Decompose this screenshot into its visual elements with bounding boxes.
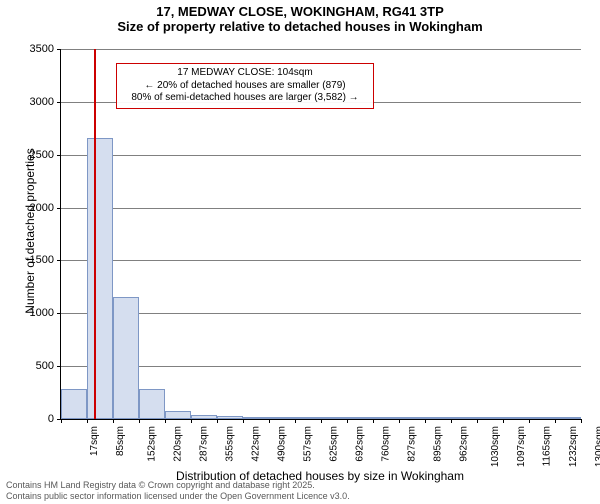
xtick-label: 355sqm — [225, 426, 236, 462]
xtick-mark — [425, 419, 426, 423]
xtick-label: 1232sqm — [568, 426, 579, 467]
property-marker-line — [94, 49, 96, 419]
gridline — [61, 260, 581, 261]
xtick-mark — [269, 419, 270, 423]
ytick-label: 0 — [14, 413, 54, 425]
xtick-label: 692sqm — [355, 426, 366, 462]
xtick-mark — [373, 419, 374, 423]
xtick-mark — [529, 419, 530, 423]
histogram-bar — [191, 415, 217, 419]
histogram-bar — [555, 417, 581, 419]
xtick-mark — [477, 419, 478, 423]
annotation-line2: ← 20% of detached houses are smaller (87… — [123, 80, 367, 93]
gridline — [61, 208, 581, 209]
histogram-bar — [503, 417, 529, 419]
xtick-mark — [581, 419, 582, 423]
gridline — [61, 366, 581, 367]
ytick-mark — [57, 208, 61, 209]
xtick-label: 827sqm — [407, 426, 418, 462]
histogram-bar — [295, 417, 321, 419]
histogram-bar — [87, 138, 113, 419]
xtick-label: 1097sqm — [516, 426, 527, 467]
xtick-mark — [243, 419, 244, 423]
ytick-label: 500 — [14, 360, 54, 372]
histogram-bar — [165, 411, 191, 419]
histogram-bar — [269, 417, 295, 419]
histogram-bar — [321, 417, 347, 419]
xtick-mark — [503, 419, 504, 423]
xtick-label: 962sqm — [459, 426, 470, 462]
histogram-bar — [61, 389, 87, 419]
ytick-mark — [57, 313, 61, 314]
xtick-mark — [347, 419, 348, 423]
xtick-label: 760sqm — [381, 426, 392, 462]
ytick-mark — [57, 260, 61, 261]
xtick-mark — [165, 419, 166, 423]
ytick-label: 3500 — [14, 43, 54, 55]
chart-title-main: 17, MEDWAY CLOSE, WOKINGHAM, RG41 3TP — [0, 4, 600, 19]
xtick-label: 895sqm — [433, 426, 444, 462]
xtick-mark — [191, 419, 192, 423]
annotation-box: 17 MEDWAY CLOSE: 104sqm← 20% of detached… — [116, 63, 374, 109]
histogram-bar — [451, 417, 477, 419]
xtick-label: 1300sqm — [594, 426, 600, 467]
gridline — [61, 313, 581, 314]
xtick-mark — [61, 419, 62, 423]
footer-line2: Contains public sector information licen… — [6, 491, 350, 502]
histogram-bar — [425, 417, 451, 419]
xtick-mark — [113, 419, 114, 423]
histogram-bar — [347, 417, 373, 419]
histogram-bar — [529, 417, 555, 419]
ytick-label: 3000 — [14, 96, 54, 108]
footer-line1: Contains HM Land Registry data © Crown c… — [6, 480, 350, 491]
chart-area: 050010001500200025003000350017sqm85sqm15… — [60, 49, 580, 419]
ytick-mark — [57, 155, 61, 156]
histogram-bar — [113, 297, 139, 419]
xtick-mark — [451, 419, 452, 423]
chart-title-sub: Size of property relative to detached ho… — [0, 19, 600, 34]
histogram-bar — [373, 417, 399, 419]
xtick-label: 85sqm — [115, 426, 126, 456]
annotation-line3: 80% of semi-detached houses are larger (… — [123, 92, 367, 105]
gridline — [61, 49, 581, 50]
histogram-bar — [399, 417, 425, 419]
xtick-mark — [399, 419, 400, 423]
ytick-mark — [57, 49, 61, 50]
histogram-bar — [477, 417, 503, 419]
plot-region: 050010001500200025003000350017sqm85sqm15… — [60, 49, 581, 420]
ytick-mark — [57, 366, 61, 367]
xtick-mark — [555, 419, 556, 423]
xtick-label: 422sqm — [251, 426, 262, 462]
gridline — [61, 155, 581, 156]
xtick-mark — [295, 419, 296, 423]
y-axis-label: Number of detached properties — [23, 131, 37, 331]
annotation-line1: 17 MEDWAY CLOSE: 104sqm — [123, 67, 367, 80]
histogram-bar — [139, 389, 165, 419]
xtick-label: 490sqm — [277, 426, 288, 462]
xtick-label: 625sqm — [329, 426, 340, 462]
xtick-mark — [321, 419, 322, 423]
xtick-mark — [87, 419, 88, 423]
footer-attribution: Contains HM Land Registry data © Crown c… — [6, 480, 350, 502]
xtick-label: 287sqm — [199, 426, 210, 462]
histogram-bar — [243, 417, 269, 419]
xtick-label: 17sqm — [89, 426, 100, 456]
xtick-mark — [139, 419, 140, 423]
xtick-label: 1165sqm — [541, 426, 552, 466]
xtick-label: 557sqm — [303, 426, 314, 462]
xtick-label: 152sqm — [147, 426, 158, 462]
ytick-mark — [57, 102, 61, 103]
xtick-label: 220sqm — [173, 426, 184, 462]
histogram-bar — [217, 416, 243, 419]
xtick-label: 1030sqm — [490, 426, 501, 467]
xtick-mark — [217, 419, 218, 423]
